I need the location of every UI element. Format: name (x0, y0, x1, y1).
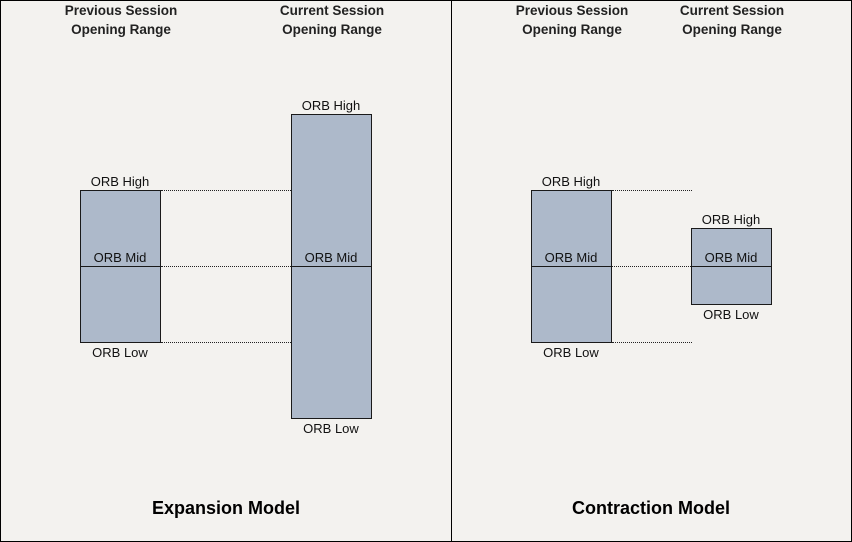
contraction-prev-low-label: ORB Low (543, 345, 599, 360)
expansion-prev-mid-label: ORB Mid (93, 250, 147, 265)
contraction-prev-header: Previous Session Opening Range (492, 1, 652, 39)
contraction-model-title: Contraction Model (572, 498, 730, 518)
contraction-high-dotted-line (612, 190, 692, 191)
expansion-curr-mid-label: ORB Mid (304, 250, 358, 265)
contraction-curr-low-label: ORB Low (703, 307, 759, 322)
expansion-mid-dotted-line (161, 266, 291, 267)
contraction-prev-mid-label: ORB Mid (544, 250, 598, 265)
header-line: Opening Range (682, 22, 782, 37)
expansion-prev-header: Previous Session Opening Range (41, 1, 201, 39)
contraction-panel (451, 0, 852, 542)
expansion-prev-low-label: ORB Low (92, 345, 148, 360)
contraction-prev-midline (531, 266, 612, 267)
header-line: Opening Range (282, 22, 382, 37)
contraction-low-dotted-line (612, 342, 692, 343)
expansion-low-dotted-line (161, 342, 291, 343)
contraction-curr-mid-label: ORB Mid (704, 250, 758, 265)
header-line: Current Session (679, 3, 785, 18)
expansion-model-title: Expansion Model (151, 498, 301, 518)
expansion-curr-low-label: ORB Low (303, 421, 359, 436)
contraction-mid-dotted-line (612, 266, 691, 267)
header-line: Opening Range (522, 22, 622, 37)
expansion-curr-high-label: ORB High (301, 98, 361, 113)
contraction-curr-high-label: ORB High (701, 212, 761, 227)
header-line: Previous Session (64, 3, 178, 18)
contraction-prev-high-label: ORB High (541, 174, 601, 189)
expansion-panel (0, 0, 452, 542)
contraction-curr-midline (691, 266, 772, 267)
header-line: Previous Session (515, 3, 629, 18)
expansion-prev-high-label: ORB High (90, 174, 150, 189)
expansion-curr-header: Current Session Opening Range (252, 1, 412, 39)
header-line: Opening Range (71, 22, 171, 37)
expansion-prev-midline (80, 266, 161, 267)
header-line: Current Session (279, 3, 385, 18)
contraction-curr-header: Current Session Opening Range (652, 1, 812, 39)
expansion-high-dotted-line (161, 190, 291, 191)
expansion-curr-midline (291, 266, 372, 267)
